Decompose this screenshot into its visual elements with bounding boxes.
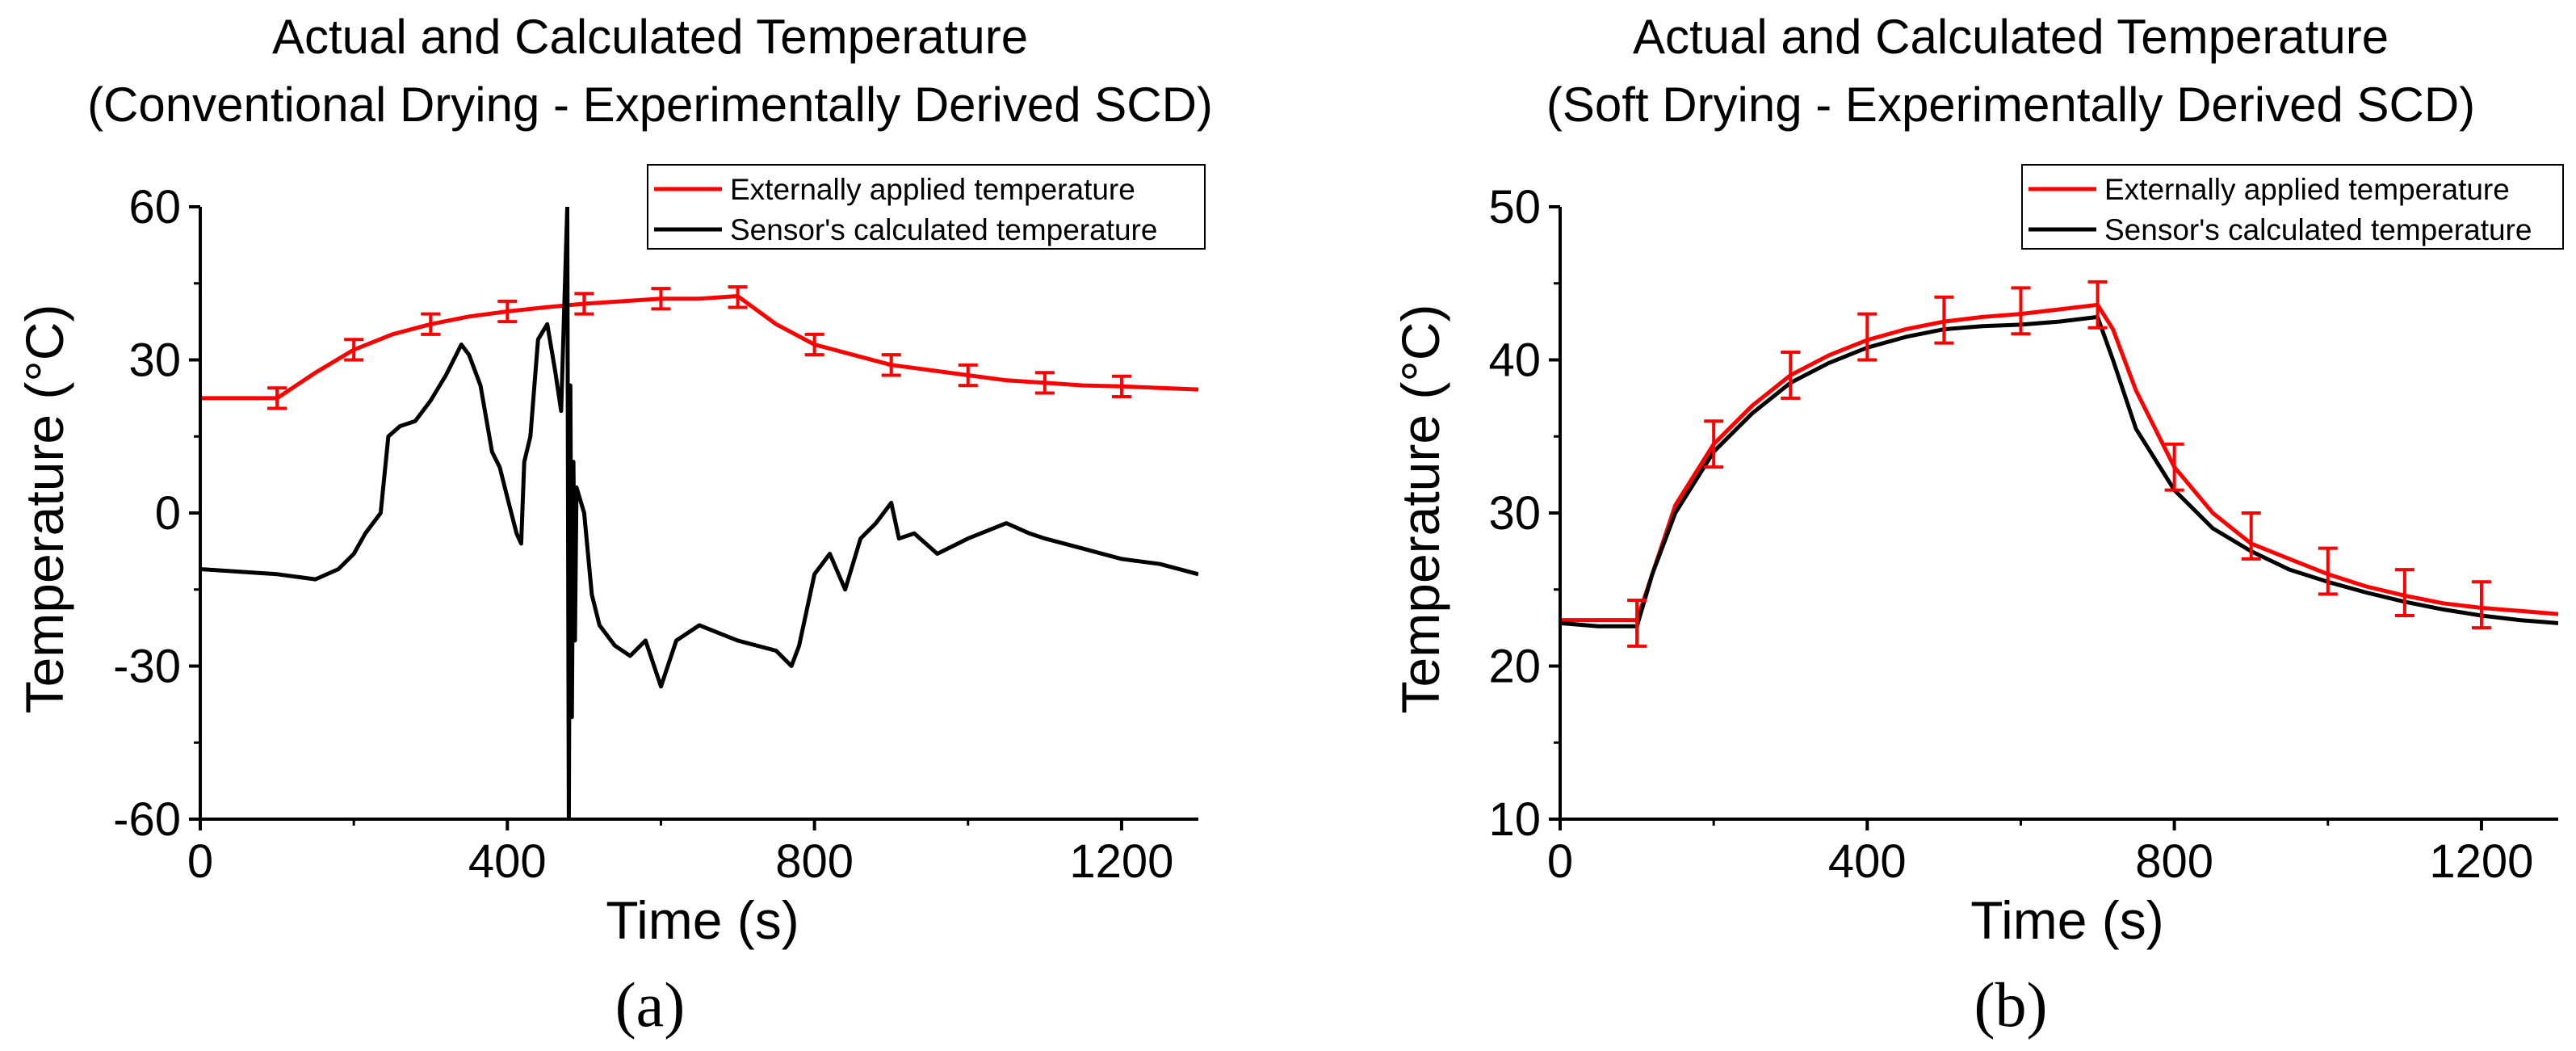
legend-box: [2021, 164, 2564, 250]
series-line: [1560, 314, 2558, 628]
y-tick-label: 60: [128, 181, 181, 233]
error-bar: [497, 299, 518, 324]
x-tick-label: 400: [1828, 835, 1907, 888]
error-bar: [2087, 280, 2108, 330]
series-sensor: [200, 207, 1198, 819]
error-bar: [1704, 419, 1724, 469]
error-bar: [1034, 371, 1055, 395]
y-tick-label: 30: [1488, 487, 1541, 540]
chart-title-line-2: (Conventional Drying - Experimentally De…: [87, 78, 1213, 132]
y-tick-label: -30: [113, 641, 181, 693]
error-bar: [344, 338, 364, 362]
x-tick-label: 0: [1547, 835, 1573, 888]
panel-label: (b): [1974, 969, 2048, 1040]
plot-area: -60 -30 0 30 60 0 400 800 1200 Externally applied…: [113, 164, 1206, 888]
x-tick-label: 800: [2135, 835, 2213, 888]
legend-entry: Sensor's calculated temperature: [2104, 213, 2532, 246]
y-tick-label: 20: [1488, 641, 1541, 693]
error-bar: [267, 386, 287, 410]
x-axis-label: Time (s): [1970, 890, 2164, 950]
x-tick-label: 1200: [2429, 835, 2533, 888]
series-applied: [200, 294, 1198, 401]
error-bar: [2164, 442, 2184, 492]
y-tick-label: 0: [155, 487, 181, 540]
y-tick-label: 50: [1488, 181, 1541, 233]
panel-label: (a): [615, 969, 686, 1040]
chart-soft-drying: Actual and Calculated Temperature (Soft …: [1391, 10, 2564, 1040]
chart-title-line-2: (Soft Drying - Experimentally Derived SC…: [1546, 78, 2475, 132]
error-bar: [728, 285, 748, 309]
y-tick-label: 40: [1488, 334, 1541, 387]
error-bar: [1627, 599, 1647, 648]
x-tick-label: 400: [468, 835, 547, 888]
chart-title-line-1: Actual and Calculated Temperature: [272, 10, 1028, 64]
error-bar: [1934, 295, 1954, 345]
y-tick-label: 10: [1488, 793, 1541, 846]
legend-entry: Externally applied temperature: [2104, 173, 2510, 206]
y-axis-label: Temperature (°C): [1391, 305, 1450, 714]
series-line: [1560, 302, 2558, 623]
legend-box: [647, 164, 1206, 250]
legend-entry: Externally applied temperature: [730, 173, 1135, 206]
error-bar: [651, 287, 671, 311]
error-bar: [421, 312, 441, 336]
x-tick-label: 1200: [1069, 835, 1173, 888]
error-bar: [958, 363, 978, 388]
error-bar: [2011, 286, 2031, 336]
error-bar: [1857, 312, 1877, 362]
x-tick-label: 800: [775, 835, 854, 888]
error-bar: [574, 292, 594, 316]
plot-area: 10 20 30 40 50 0 400 800 1200 Externally applied …: [1488, 164, 2564, 888]
error-bar: [881, 353, 901, 377]
x-axis-label: Time (s): [606, 890, 799, 950]
series-line: [200, 207, 1198, 819]
series-applied: [1560, 302, 2558, 623]
error-bar: [1111, 374, 1131, 398]
chart-conventional-drying: Actual and Calculated Temperature (Conve…: [15, 10, 1213, 1040]
legend: Externally applied temperature Sensor's c…: [2021, 164, 2564, 250]
error-bar: [1781, 351, 1801, 400]
error-bar: [804, 332, 824, 357]
error-bar: [2318, 546, 2338, 596]
x-tick-label: 0: [187, 835, 213, 888]
series-line: [200, 294, 1198, 401]
legend: Externally applied temperature Sensor's c…: [647, 164, 1206, 250]
error-bar: [2471, 580, 2491, 630]
series-sensor: [1560, 314, 2558, 628]
legend-entry: Sensor's calculated temperature: [730, 213, 1157, 246]
y-tick-label: -60: [113, 793, 181, 846]
y-axis-label: Temperature (°C): [15, 305, 74, 714]
error-bar: [2241, 511, 2261, 561]
y-tick-label: 30: [128, 334, 181, 387]
chart-title-line-1: Actual and Calculated Temperature: [1633, 10, 2389, 64]
error-bar: [2394, 568, 2414, 617]
